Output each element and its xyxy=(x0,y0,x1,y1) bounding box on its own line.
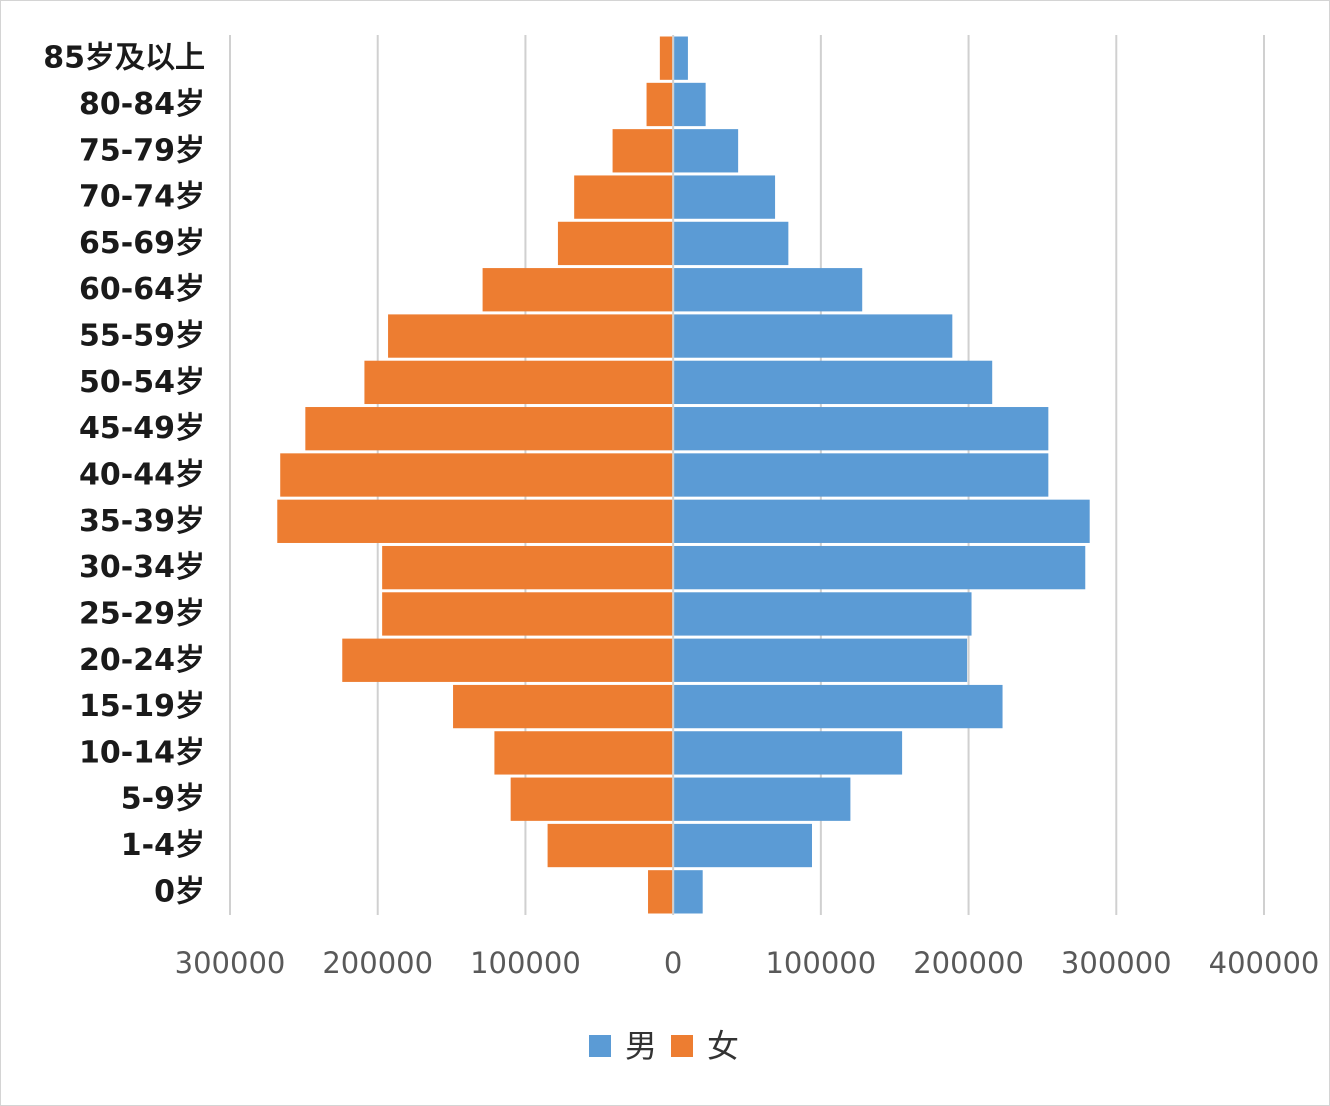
bar-female-15 xyxy=(494,731,673,775)
bar-male-7 xyxy=(674,360,993,405)
bar-male-9 xyxy=(674,453,1049,497)
category-label-11: 30-34岁 xyxy=(79,550,205,585)
category-label-18: 0岁 xyxy=(154,874,205,909)
legend-swatch-1 xyxy=(671,1035,693,1057)
bar-male-5 xyxy=(674,268,863,312)
legend: 男女 xyxy=(589,1027,739,1065)
category-label-15: 10-14岁 xyxy=(79,735,205,770)
bar-male-2 xyxy=(674,129,739,173)
bar-layer xyxy=(277,36,1090,914)
bar-female-7 xyxy=(364,360,673,405)
category-label-7: 50-54岁 xyxy=(79,365,205,400)
bar-female-11 xyxy=(382,545,673,590)
category-label-14: 15-19岁 xyxy=(79,689,205,724)
bar-female-9 xyxy=(280,453,673,497)
bar-male-8 xyxy=(674,407,1049,451)
bar-female-8 xyxy=(305,407,673,451)
category-label-6: 55-59岁 xyxy=(79,319,205,354)
category-label-0: 85岁及以上 xyxy=(43,41,205,76)
x-tick-label-3: 0 xyxy=(664,946,682,980)
category-label-5: 60-64岁 xyxy=(79,272,205,307)
bar-female-5 xyxy=(482,268,673,312)
bar-female-12 xyxy=(382,592,673,636)
bar-male-12 xyxy=(674,592,972,636)
bar-male-10 xyxy=(674,499,1090,543)
bar-male-11 xyxy=(674,545,1086,590)
bar-male-14 xyxy=(674,684,1003,729)
bar-male-4 xyxy=(674,221,789,266)
x-tick-label-1: 200000 xyxy=(322,946,433,980)
category-label-17: 1-4岁 xyxy=(121,828,205,863)
bar-male-13 xyxy=(674,638,968,682)
legend-label-1: 女 xyxy=(707,1027,739,1065)
category-label-12: 25-29岁 xyxy=(79,596,205,631)
bar-male-0 xyxy=(674,36,688,80)
category-label-10: 35-39岁 xyxy=(79,504,205,539)
category-label-4: 65-69岁 xyxy=(79,226,205,261)
legend-label-0: 男 xyxy=(625,1027,657,1065)
x-tick-label-7: 400000 xyxy=(1209,946,1320,980)
bar-female-13 xyxy=(342,638,673,682)
bar-female-16 xyxy=(510,777,673,821)
bar-female-18 xyxy=(648,870,673,914)
category-label-8: 45-49岁 xyxy=(79,411,205,446)
x-tick-label-0: 300000 xyxy=(175,946,286,980)
category-label-3: 70-74岁 xyxy=(79,180,205,215)
bar-male-15 xyxy=(674,731,903,775)
bar-male-16 xyxy=(674,777,851,821)
x-axis-tick-labels: 300000 200000 100000 0 100000 200000 300000 400… xyxy=(175,946,1320,980)
x-tick-label-4: 100000 xyxy=(765,946,876,980)
bar-female-1 xyxy=(646,82,673,127)
x-tick-label-2: 100000 xyxy=(470,946,581,980)
bar-male-1 xyxy=(674,82,706,127)
x-tick-label-6: 300000 xyxy=(1061,946,1172,980)
bar-female-10 xyxy=(277,499,673,543)
bar-female-0 xyxy=(659,36,673,80)
legend-swatch-0 xyxy=(589,1035,611,1057)
bar-female-17 xyxy=(547,823,673,868)
bar-male-17 xyxy=(674,823,812,868)
category-label-16: 5-9岁 xyxy=(121,782,205,817)
category-label-13: 20-24岁 xyxy=(79,643,205,678)
bar-female-14 xyxy=(453,684,673,729)
category-label-9: 40-44岁 xyxy=(79,458,205,493)
bar-female-6 xyxy=(388,314,673,358)
category-label-1: 80-84岁 xyxy=(79,87,205,122)
bar-female-3 xyxy=(574,175,673,219)
bar-male-3 xyxy=(674,175,776,219)
bar-female-2 xyxy=(612,129,673,173)
bar-female-4 xyxy=(557,221,673,266)
bar-male-6 xyxy=(674,314,953,358)
x-tick-label-5: 200000 xyxy=(913,946,1024,980)
bar-male-18 xyxy=(674,870,703,914)
category-labels: 85岁及以上 80-84岁 75-79岁 70-74岁 65-69岁 60-64岁 55-5… xyxy=(43,41,205,910)
category-label-2: 75-79岁 xyxy=(79,133,205,168)
